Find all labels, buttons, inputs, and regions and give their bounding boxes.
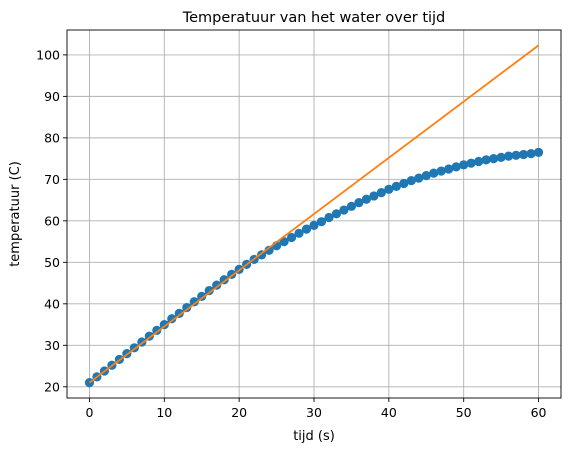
chart-title: Temperatuur van het water over tijd (182, 10, 446, 26)
x-tick-label: 20 (231, 405, 247, 420)
data-point (444, 164, 454, 174)
data-point (197, 291, 207, 301)
y-tick-label: 60 (44, 213, 60, 228)
data-point (489, 154, 499, 164)
x-tick-label: 50 (456, 405, 472, 420)
y-tick-label: 90 (44, 89, 60, 104)
fit-line (88, 44, 540, 384)
data-point (414, 173, 424, 183)
data-point (346, 201, 357, 211)
data-point (212, 280, 222, 290)
data-point (264, 245, 274, 255)
plot-series (84, 44, 544, 388)
y-tick-label: 40 (44, 296, 60, 311)
data-point (309, 220, 319, 231)
axis-ticks: 0 10 20 30 40 50 60 20 30 40 50 60 70 80 90 100 (36, 47, 546, 420)
x-tick-label: 60 (531, 405, 547, 420)
data-point (189, 297, 199, 307)
data-point (204, 285, 214, 296)
x-tick-label: 10 (156, 405, 172, 420)
data-point (429, 168, 439, 178)
y-tick-label: 20 (44, 379, 60, 394)
data-point (159, 319, 169, 330)
data-point (331, 209, 342, 219)
y-tick-label: 30 (44, 338, 60, 353)
data-point (301, 224, 312, 234)
data-point (421, 171, 431, 181)
data-point (399, 178, 409, 189)
data-point (182, 302, 192, 313)
data-point (436, 166, 446, 176)
data-point (481, 155, 491, 165)
data-point (294, 228, 304, 238)
data-point (339, 205, 349, 215)
x-axis-label: tijd (s) (293, 429, 335, 444)
data-point (474, 156, 484, 167)
data-point (316, 217, 327, 227)
data-point (533, 147, 544, 157)
data-point (466, 158, 476, 168)
data-point (459, 160, 469, 170)
data-point (518, 149, 529, 160)
x-tick-label: 40 (381, 405, 397, 420)
data-point (369, 191, 379, 201)
y-tick-label: 100 (36, 47, 60, 62)
data-point (451, 162, 461, 172)
x-tick-label: 0 (85, 405, 93, 420)
data-point (376, 188, 386, 198)
data-point (219, 275, 229, 285)
x-tick-label: 30 (306, 405, 322, 420)
y-tick-label: 80 (44, 130, 60, 145)
data-point (286, 232, 297, 243)
data-point (496, 152, 506, 162)
data-point (391, 181, 401, 192)
data-point (361, 194, 371, 204)
data-point (504, 151, 514, 161)
data-point (174, 308, 184, 318)
data-point (354, 197, 364, 208)
grid (67, 30, 561, 398)
data-point (167, 314, 177, 324)
data-point (384, 184, 394, 194)
data-point (406, 176, 416, 186)
data-point (511, 150, 521, 160)
data-point (526, 149, 536, 159)
y-axis-label: temperatuur (C) (8, 161, 23, 267)
y-tick-label: 70 (44, 172, 60, 187)
data-point (324, 212, 334, 223)
y-tick-label: 50 (44, 255, 60, 270)
